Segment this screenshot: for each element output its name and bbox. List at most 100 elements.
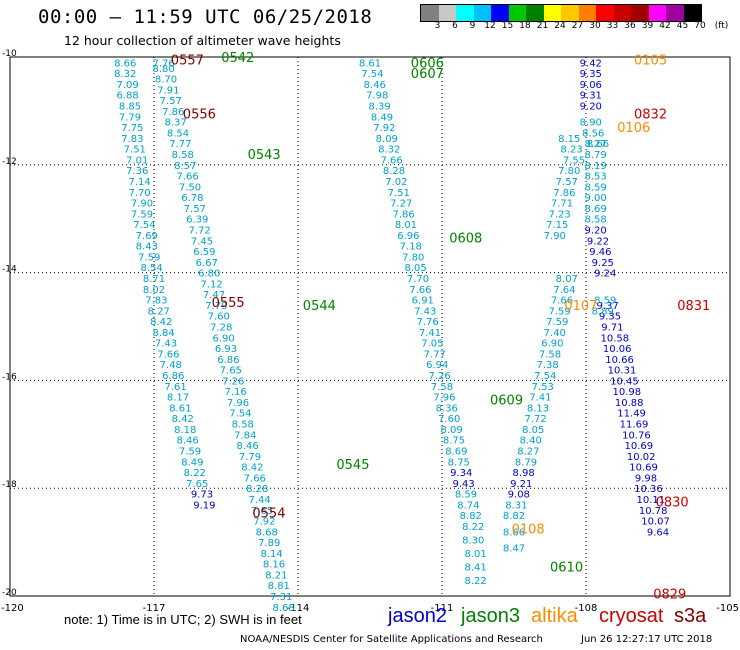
- data-point-label: 10.11: [636, 495, 665, 506]
- data-point-label: 7.69: [136, 231, 158, 242]
- data-point-label: 8.57: [174, 161, 196, 172]
- data-point-label: 8.75: [443, 436, 465, 447]
- data-point-label: 8.21: [265, 570, 287, 581]
- time-label: 0105: [634, 54, 667, 69]
- data-point-label: 7.18: [400, 242, 422, 253]
- data-point-label: 9.35: [599, 312, 621, 323]
- colorbar-label: 33: [606, 21, 619, 31]
- data-point-label: 8.69: [584, 204, 606, 215]
- data-point-label: 8.59: [455, 490, 477, 501]
- data-point-label: 7.54: [133, 220, 155, 231]
- data-point-label: 8.59: [584, 182, 606, 193]
- data-point-label: 7.51: [388, 188, 410, 199]
- data-point-label: 10.36: [634, 484, 663, 495]
- data-point-label: 9.98: [635, 473, 657, 484]
- data-point-label: 8.22: [464, 576, 486, 587]
- data-point-label: 7.59: [138, 252, 160, 263]
- data-point-label: 8.18: [174, 425, 196, 436]
- data-point-label: 8.61: [169, 403, 191, 414]
- time-label: 0542: [221, 51, 254, 66]
- data-point-label: 8.22: [462, 522, 484, 533]
- data-point-label: 11.49: [617, 409, 646, 420]
- data-point-label: 8.27: [517, 446, 539, 457]
- time-label: 0554: [252, 506, 285, 521]
- data-point-label: 9.22: [587, 236, 609, 247]
- data-point-label: 8.15: [558, 134, 580, 145]
- timestamp: Jun 26 12:27:17 UTC 2018: [581, 634, 713, 645]
- data-point-label: 9.37: [596, 301, 618, 312]
- data-point-label: 7.70: [128, 188, 150, 199]
- colorbar-swatch: [561, 5, 579, 21]
- data-point-label: 6.86: [217, 355, 239, 366]
- data-point-label: 8.47: [503, 543, 525, 554]
- data-point-label: 8.66: [503, 527, 525, 538]
- legend-s3a: s3a: [674, 605, 707, 627]
- data-point-label: 7.36: [126, 166, 148, 177]
- data-point-label: 7.66: [551, 296, 573, 307]
- colorbar-swatch: [491, 5, 509, 21]
- data-point-label: 7.41: [529, 393, 551, 404]
- data-point-label: 8.85: [119, 102, 141, 113]
- data-point-label: 10.06: [603, 344, 632, 355]
- data-point-label: 7.54: [534, 371, 556, 382]
- data-point-label: 7.57: [184, 204, 206, 215]
- colorbar-label: 45: [676, 21, 689, 31]
- data-point-label: 7.72: [188, 225, 210, 236]
- data-point-label: 7.51: [124, 145, 146, 156]
- data-point-label: 7.77: [424, 349, 446, 360]
- time-label: 0607: [411, 67, 444, 82]
- y-tick-label: -14: [2, 265, 17, 275]
- data-point-label: 10.45: [610, 376, 639, 387]
- chart-subtitle: 12 hour collection of altimeter wave hei…: [64, 33, 341, 48]
- data-point-label: 9.25: [592, 258, 614, 269]
- data-point-label: 8.05: [404, 263, 426, 274]
- data-point-label: 8.07: [556, 274, 578, 285]
- time-label: 0831: [677, 299, 710, 314]
- plot-frame: [9, 56, 731, 597]
- chart-note: note: 1) Time is in UTC; 2) SWH is in fe…: [64, 612, 302, 627]
- data-point-label: 8.81: [268, 581, 290, 592]
- colorbar-swatch: [456, 5, 474, 21]
- data-point-label: 8.01: [464, 549, 486, 560]
- data-point-label: 8.13: [527, 403, 549, 414]
- data-point-label: 7.16: [224, 387, 246, 398]
- data-point-label: 8.30: [462, 535, 484, 546]
- data-point-label: 7.75: [121, 123, 143, 134]
- data-point-label: 6.59: [193, 247, 215, 258]
- data-point-label: 8.09: [440, 425, 462, 436]
- credit-line: NOAA/NESDIS Center for Satellite Applica…: [240, 634, 543, 645]
- data-point-label: 9.31: [580, 91, 602, 102]
- data-point-label: 8.32: [378, 145, 400, 156]
- data-point-label: 7.58: [539, 349, 561, 360]
- data-point-label: 7.66: [176, 172, 198, 183]
- data-point-label: 7.96: [227, 398, 249, 409]
- data-point-label: 10.69: [624, 441, 653, 452]
- data-point-label: 8.43: [136, 242, 158, 253]
- data-point-label: 9.64: [647, 527, 669, 538]
- data-point-label: 9.73: [191, 490, 213, 501]
- data-point-label: 7.59: [179, 446, 201, 457]
- legend-jason3: jason3: [461, 605, 520, 627]
- data-point-label: 8.70: [155, 75, 177, 86]
- time-label: 0544: [303, 299, 336, 314]
- data-point-label: 8.71: [143, 274, 165, 285]
- data-point-label: 8.40: [520, 436, 542, 447]
- data-point-label: 8.28: [383, 166, 405, 177]
- data-point-label: 8.22: [184, 468, 206, 479]
- data-point-label: 7.59: [131, 209, 153, 220]
- x-tick-label: -114: [287, 603, 310, 614]
- data-point-label: 8.74: [457, 500, 479, 511]
- data-point-label: 8.54: [140, 263, 162, 274]
- data-point-label: 7.98: [366, 91, 388, 102]
- data-point-label: 7.26: [222, 376, 244, 387]
- y-tick-label: -12: [2, 157, 17, 167]
- time-label: 0557: [171, 54, 204, 69]
- colorbar-swatch: [473, 5, 491, 21]
- data-point-label: 8.46: [364, 80, 386, 91]
- data-point-label: 10.07: [641, 517, 670, 528]
- data-point-label: 7.41: [419, 328, 441, 339]
- data-point-label: 10.98: [612, 387, 641, 398]
- data-point-label: 8.54: [167, 128, 189, 139]
- data-point-label: 10.69: [629, 463, 658, 474]
- data-point-label: 10.76: [622, 430, 651, 441]
